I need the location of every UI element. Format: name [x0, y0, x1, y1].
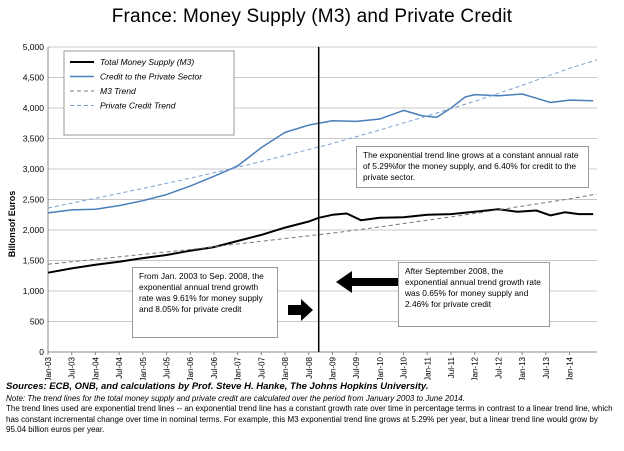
x-tick-label: Jan-12	[471, 356, 480, 380]
x-tick-label: Jul-08	[305, 356, 314, 378]
x-tick-label: Jan-08	[281, 356, 290, 380]
series-line-total-money-supply-m3	[47, 208, 594, 274]
x-tick-label: Jul-03	[68, 356, 77, 378]
x-tick-label: Jan-07	[234, 356, 243, 380]
x-tick-label: Jul-09	[352, 356, 361, 378]
y-tick-label: 3,500	[23, 134, 45, 144]
right-arrow	[288, 299, 313, 321]
y-axis-label: Billonsof Euros	[7, 191, 17, 258]
y-tick-label: 1,000	[23, 286, 45, 296]
y-tick-label: 4,500	[23, 73, 45, 83]
y-tick-label: 500	[30, 317, 44, 327]
legend-label: Credit to the Private Sector	[100, 72, 203, 82]
explanation-text: The trend lines used are exponential tre…	[6, 404, 613, 434]
annotation-left: From Jan. 2003 to Sep. 2008, the exponen…	[132, 267, 278, 338]
x-tick-label: Jan-06	[186, 356, 195, 380]
legend-label: Total Money Supply (M3)	[100, 57, 194, 67]
y-ticks: 0 500 1,000 1,500 2,000 2,500 3,000 3,500 4,000 4…	[23, 42, 45, 357]
series-line-credit-to-the-private-sector	[47, 93, 594, 214]
series-line-private-credit-trend	[47, 59, 598, 209]
x-tick-label: Jul-06	[210, 356, 219, 378]
x-tick-label: Jan-03	[44, 356, 53, 380]
x-tick-label: Jul-11	[447, 356, 456, 378]
x-tick-label: Jul-05	[163, 356, 172, 378]
y-tick-label: 5,000	[23, 42, 45, 52]
legend-label: M3 Trend	[100, 86, 136, 96]
x-tick-label: Jan-13	[518, 356, 527, 380]
y-tick-label: 3,000	[23, 164, 45, 174]
series-lines	[47, 59, 598, 274]
series-line-m3-trend	[47, 193, 598, 265]
y-tick-label: 1,500	[23, 256, 45, 266]
x-tick-label: Jan-04	[91, 356, 100, 380]
x-tick-label: Jul-04	[115, 356, 124, 378]
y-tick-label: 2,500	[23, 195, 45, 205]
chart: 0 500 1,000 1,500 2,000 2,500 3,000 3,500 4,000 4…	[7, 42, 598, 380]
x-tick-label: Jul-13	[542, 356, 551, 378]
x-tick-label: Jan-11	[423, 356, 432, 380]
legend-label: Private Credit Trend	[100, 101, 176, 111]
x-tick-label: Jan-09	[328, 356, 337, 380]
annotation-upper-right: The exponential trend line grows at a co…	[356, 146, 589, 188]
y-tick-label: 2,000	[23, 225, 45, 235]
legend-box	[63, 50, 235, 136]
x-tick-label: Jul-10	[400, 356, 409, 378]
y-tick-label: 0	[39, 347, 44, 357]
x-tick-label: Jan-05	[139, 356, 148, 380]
x-tick-label: Jul-12	[494, 356, 503, 378]
y-tick-label: 4,000	[23, 103, 45, 113]
x-tick-label: Jul-07	[257, 356, 266, 378]
x-tick-label: Jan-14	[566, 356, 575, 380]
note-text: Note: The trend lines for the total mone…	[6, 394, 465, 403]
left-arrow	[336, 271, 400, 293]
chart-title: France: Money Supply (M3) and Private Cr…	[111, 6, 513, 27]
legend: Total Money Supply (M3) Credit to the Pri…	[63, 50, 235, 136]
annotation-right: After September 2008, the exponential an…	[398, 262, 550, 327]
sources-text: Sources: ECB, ONB, and calculations by P…	[6, 381, 429, 392]
x-ticks: Jan-03 Jul-03 Jan-04 Jul-04 Jan-05 Jul-05 Jan-…	[44, 352, 575, 380]
x-tick-label: Jan-10	[376, 356, 385, 380]
